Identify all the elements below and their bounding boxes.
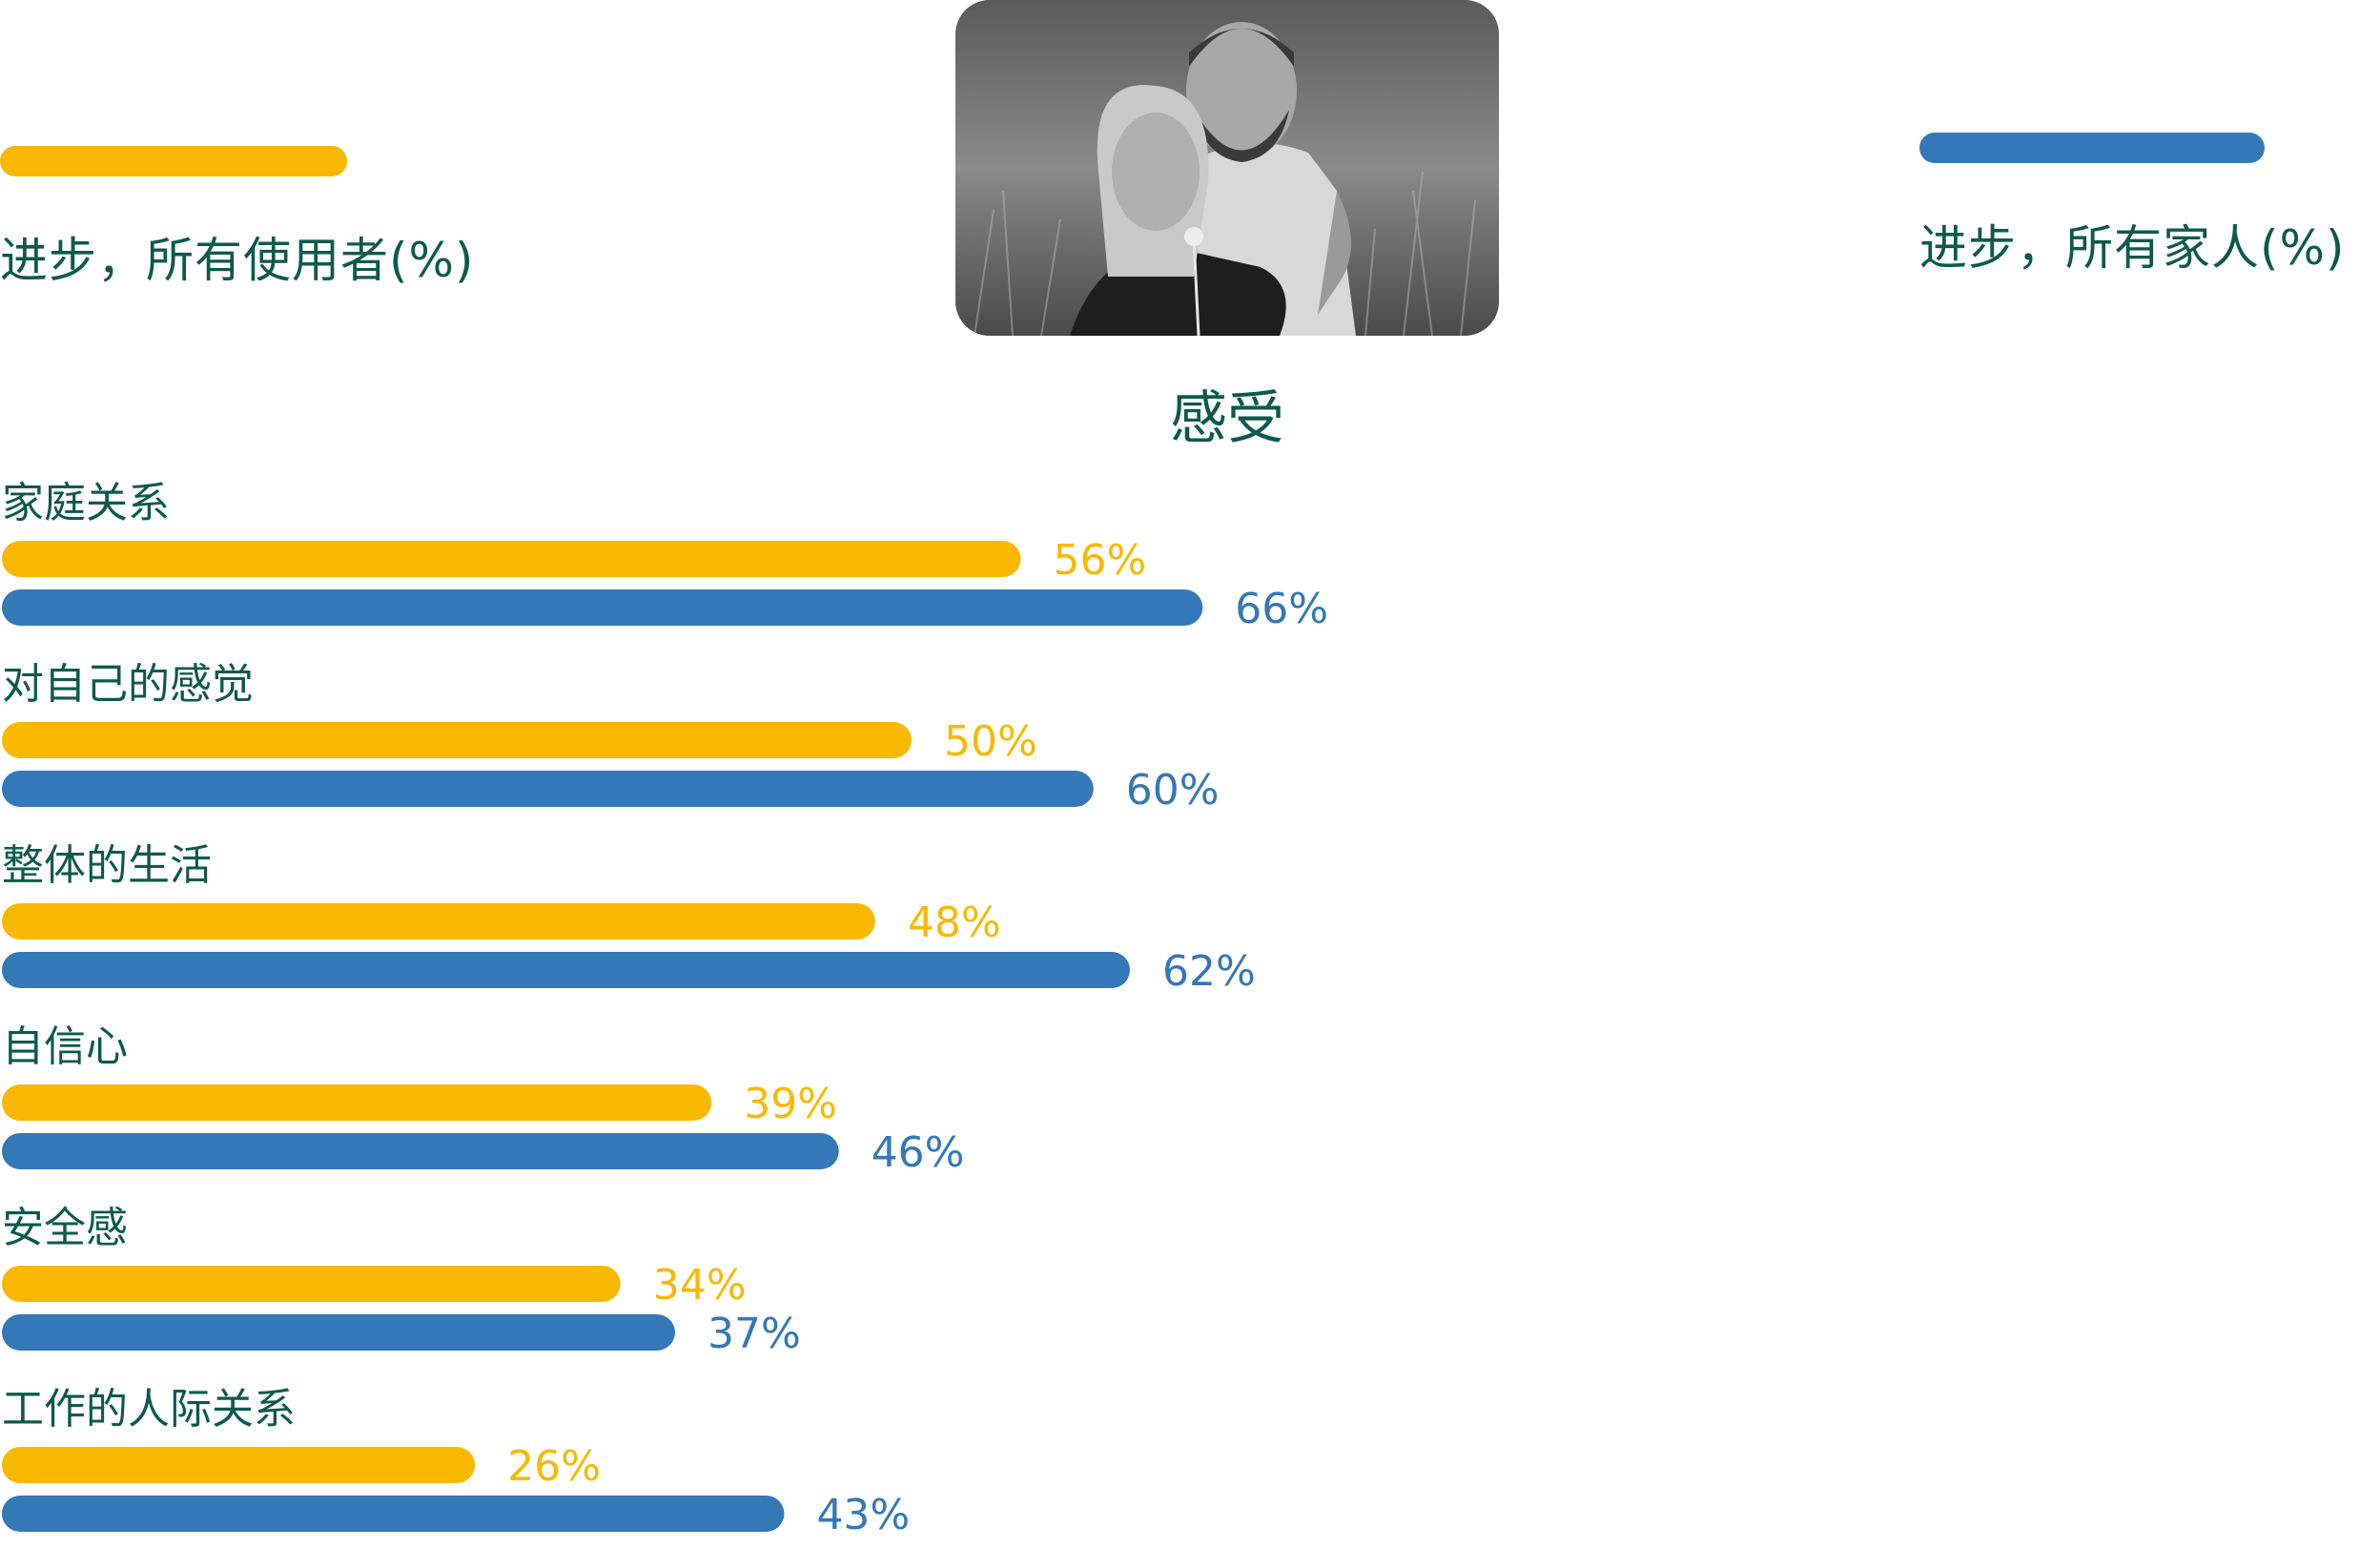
bar-family (2, 589, 1203, 626)
data-label: 26% (507, 1442, 601, 1491)
bar-family (2, 771, 1094, 807)
category-label: 家庭关系 (2, 479, 170, 527)
category-label: 整体的生活 (2, 841, 212, 890)
bar-users (2, 1084, 712, 1121)
legend-swatch-users (0, 146, 347, 176)
bar-users (2, 722, 912, 758)
bar-users (2, 1447, 476, 1483)
bar-family (2, 952, 1130, 988)
data-label: 48% (908, 898, 1001, 947)
data-label: 34% (653, 1261, 747, 1310)
chart-title: 感受 (1170, 385, 1284, 452)
bar-family (2, 1133, 839, 1169)
data-label: 37% (708, 1310, 801, 1358)
data-label: 60% (1126, 766, 1220, 815)
data-label: 43% (816, 1491, 910, 1539)
bar-users (2, 541, 1021, 577)
data-label: 46% (872, 1128, 965, 1177)
couple-photo-icon (955, 0, 1499, 336)
category-label: 工作的人际关系 (2, 1385, 296, 1434)
category-label: 自信心 (2, 1022, 128, 1071)
data-label: 56% (1053, 536, 1146, 585)
legend-swatch-family (1919, 133, 2265, 163)
bar-users (2, 903, 875, 939)
bar-family (2, 1314, 675, 1351)
category-label: 安全感 (2, 1204, 128, 1252)
data-label: 66% (1235, 585, 1328, 633)
data-label: 50% (944, 717, 1037, 766)
data-label: 39% (744, 1080, 837, 1128)
legend-label-family: 进步，所有家人(%) (1919, 220, 2346, 276)
bar-family (2, 1496, 785, 1532)
legend-label-users: 进步，所有使用者(%) (0, 233, 475, 288)
bar-users (2, 1266, 621, 1302)
category-label: 对自己的感觉 (2, 660, 254, 709)
data-label: 62% (1162, 947, 1256, 996)
